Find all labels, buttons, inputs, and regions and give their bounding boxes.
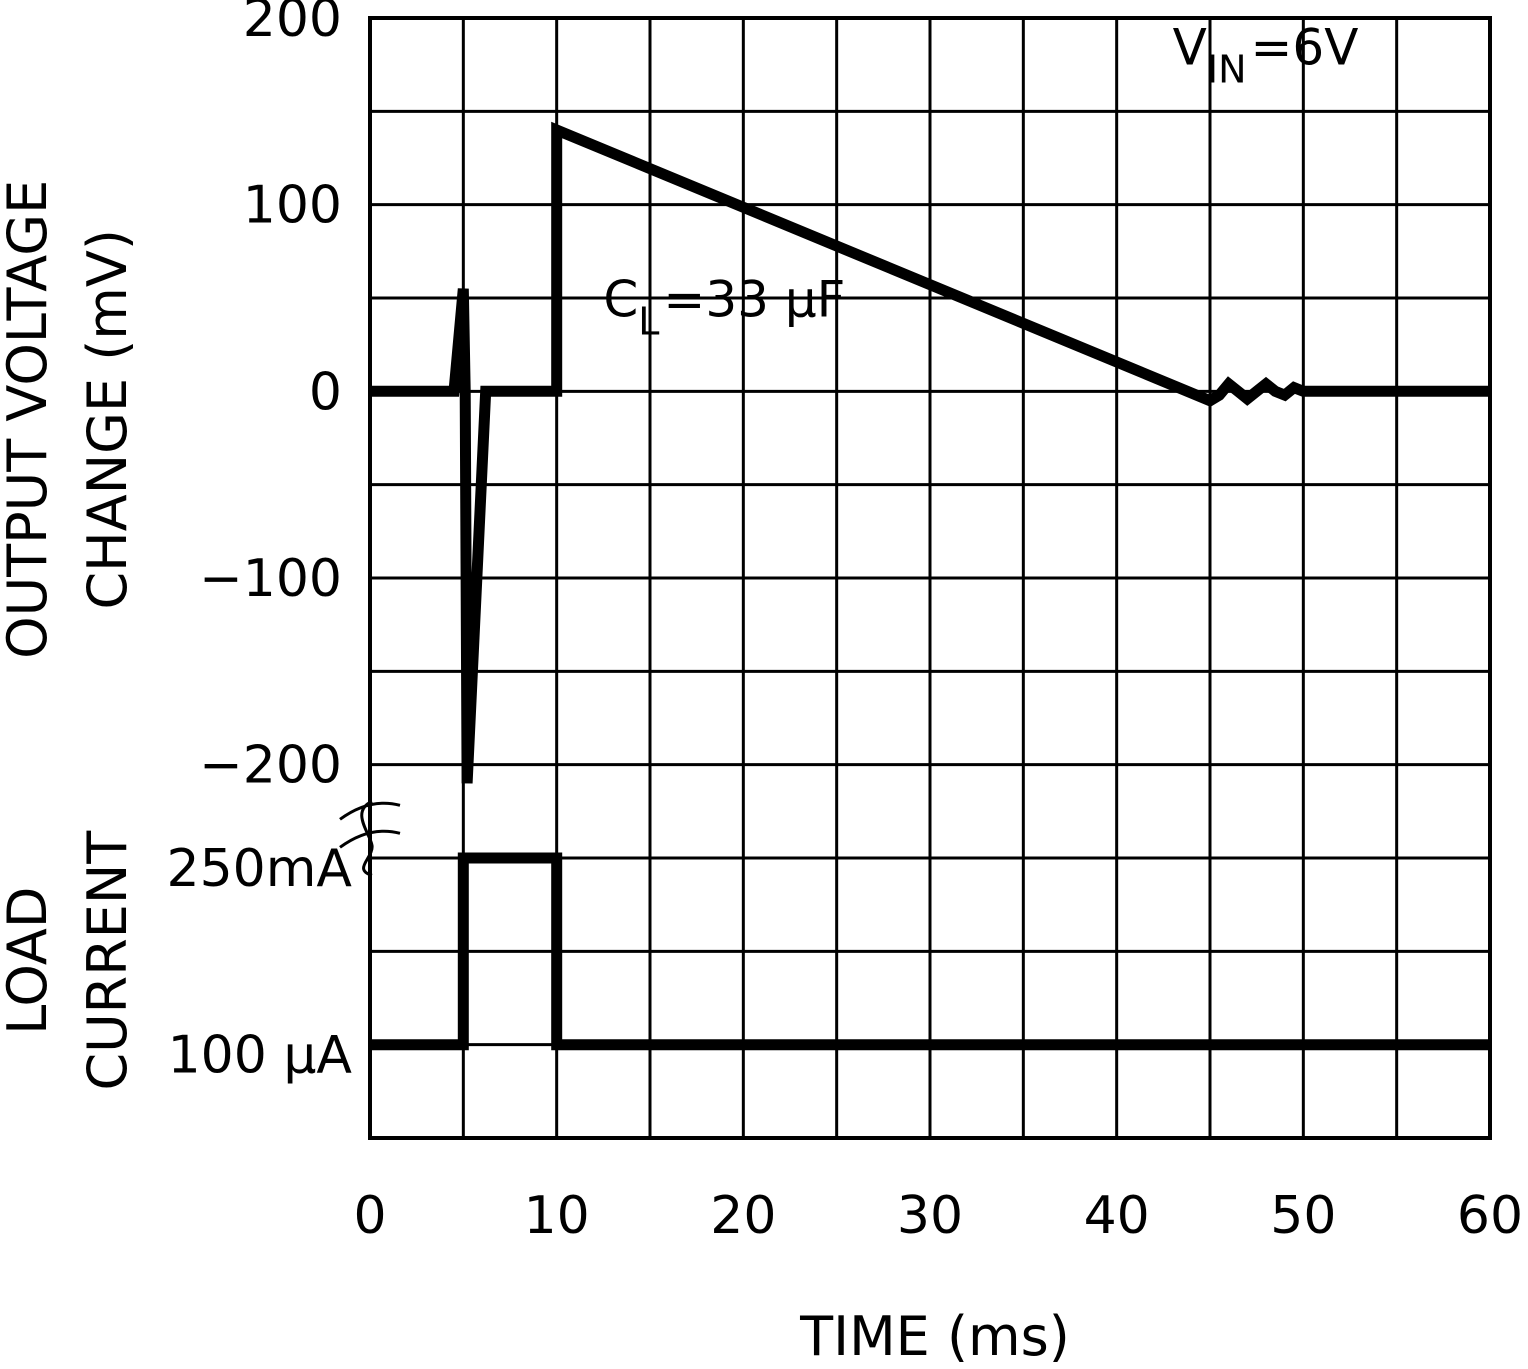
annotation-vin: VIN=6V <box>1173 19 1359 92</box>
x-tick-label: 20 <box>710 1186 776 1246</box>
y-axis-title-line2: CHANGE (mV) <box>76 229 139 609</box>
x-tick-label: 40 <box>1084 1186 1150 1246</box>
series-load-current <box>370 852 1490 1051</box>
y-axis-title-line1: OUTPUT VOLTAGE <box>0 180 59 659</box>
y-tick-label: 100 <box>243 176 342 236</box>
grid <box>370 18 1490 1138</box>
current-axis-title-line1: LOAD <box>0 887 59 1035</box>
y-tick-label: −100 <box>199 549 342 609</box>
series-output-voltage <box>370 121 1490 784</box>
plot-border <box>368 16 1492 1140</box>
x-tick-label: 50 <box>1270 1186 1336 1246</box>
x-tick-label: 0 <box>353 1186 386 1246</box>
series-layer <box>370 121 1490 1051</box>
x-tick-label: 30 <box>897 1186 963 1246</box>
current-axis-title-line2: CURRENT <box>76 830 139 1091</box>
y-tick-label-current: 100 µA <box>168 1026 353 1086</box>
y-tick-label: 0 <box>309 362 342 422</box>
annotation-cl: CL=33 µF <box>603 271 845 344</box>
x-axis-title: TIME (ms) <box>799 1305 1070 1368</box>
x-tick-label: 10 <box>524 1186 590 1246</box>
plot-frame <box>368 16 1492 1140</box>
x-tick-label: 60 <box>1457 1186 1523 1246</box>
y-tick-label-current: 250mA <box>167 839 353 899</box>
axis-break-icon <box>339 799 401 877</box>
y-tick-label: 200 <box>243 0 342 49</box>
y-tick-label: −200 <box>199 736 342 796</box>
